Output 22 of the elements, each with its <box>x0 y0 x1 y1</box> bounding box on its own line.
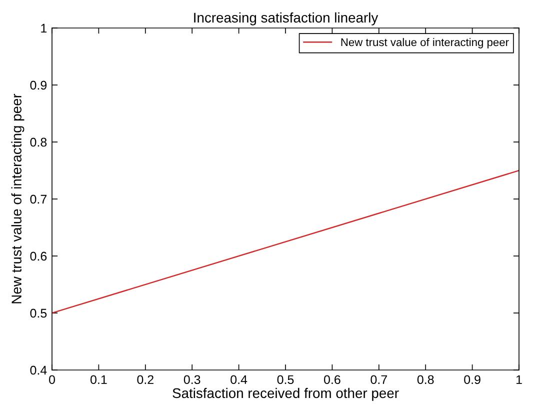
y-tick-label: 0.6 <box>30 252 47 261</box>
x-tick-label: 0.8 <box>417 375 434 384</box>
x-tick-label: 0 <box>49 375 55 384</box>
y-tick-label: 0.8 <box>30 138 47 147</box>
y-tick-label: 0.9 <box>30 80 47 90</box>
y-tick-label: 0.7 <box>30 194 47 204</box>
y-tick-label: 1 <box>41 24 47 33</box>
chart-title: Increasing satisfaction linearly <box>194 12 378 26</box>
y-tick-label: 0.4 <box>30 366 47 375</box>
x-tick-label: 0.7 <box>370 375 387 384</box>
y-tick-label: 0.5 <box>30 308 47 318</box>
x-axis-title: Satisfaction received from other peer <box>172 388 399 401</box>
legend-label: New trust value of interacting peer <box>341 38 509 48</box>
x-tick-label: 0.2 <box>137 375 154 384</box>
x-tick-label: 0.4 <box>230 375 248 384</box>
x-tick-label: 0.3 <box>184 375 200 384</box>
y-axis-title: New trust value of interacting peer <box>11 94 24 304</box>
x-tick-label: 1 <box>516 375 522 384</box>
x-tick-label: 0.5 <box>277 375 294 384</box>
x-tick-label: 0.9 <box>464 375 480 384</box>
x-tick-label: 0.6 <box>324 375 340 384</box>
x-tick-label: 0.1 <box>90 375 107 384</box>
